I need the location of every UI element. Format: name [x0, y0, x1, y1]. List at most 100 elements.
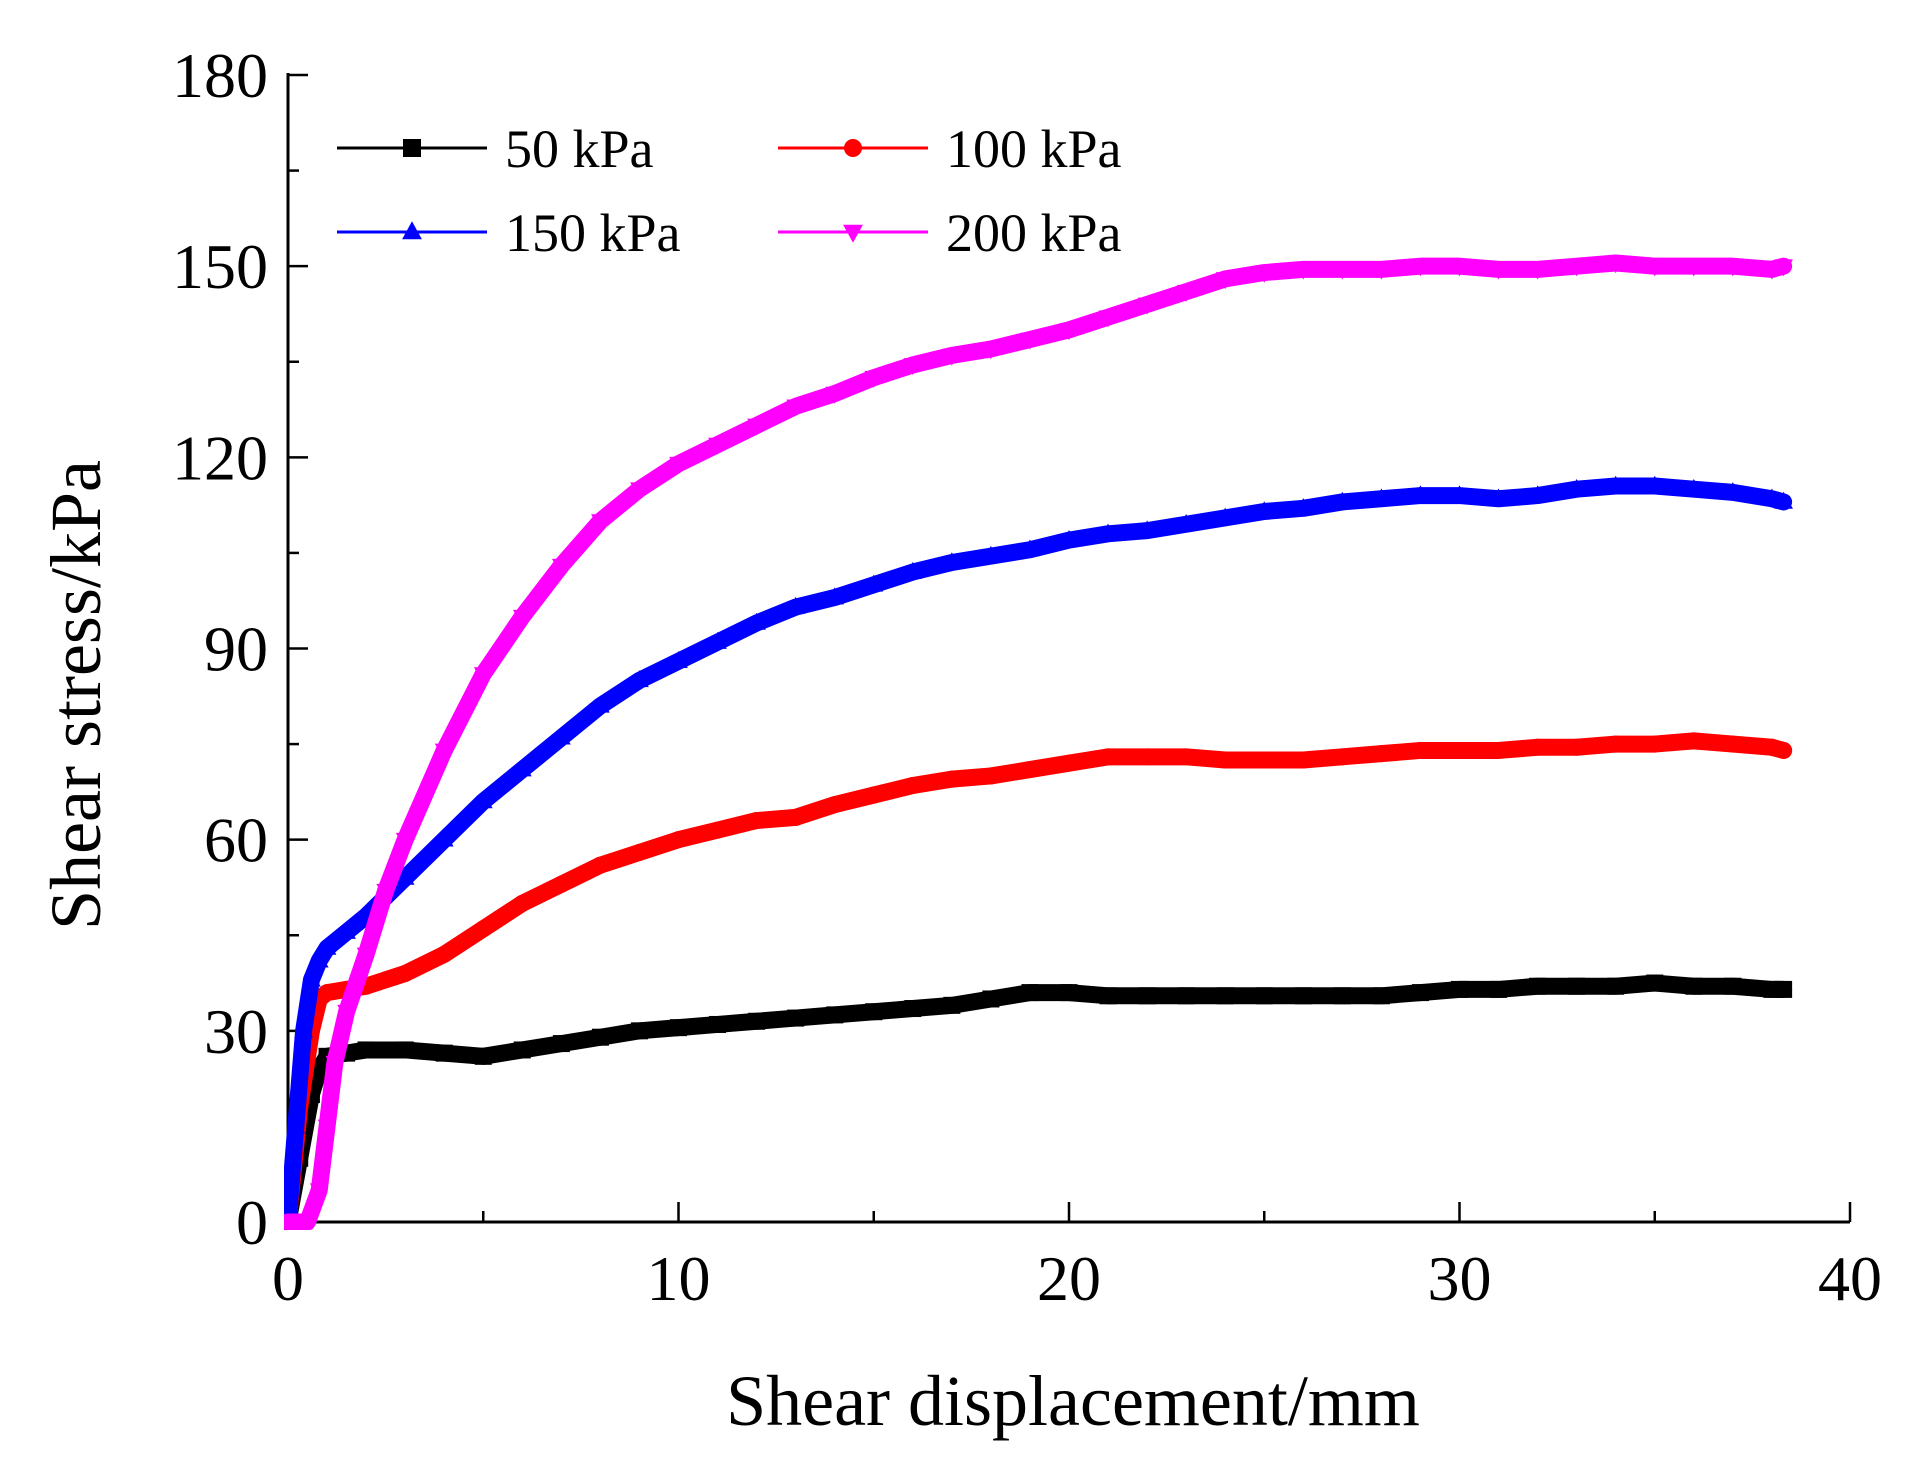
y-tick-label: 90 [204, 614, 268, 685]
data-point-150-kpa [1254, 501, 1274, 519]
data-point-50-kpa [1724, 977, 1742, 995]
data-point-50-kpa [396, 1041, 414, 1059]
data-point-150-kpa [747, 612, 766, 630]
series-line-50-kpa [284, 974, 1793, 1230]
data-point-150-kpa [473, 791, 493, 809]
legend-item-150-kpa: 150 kPa [337, 203, 681, 263]
data-point-200-kpa [1411, 259, 1430, 277]
x-tick-label: 0 [272, 1243, 304, 1314]
data-point-200-kpa [1567, 259, 1586, 277]
data-point-150-kpa [512, 759, 532, 777]
data-point-150-kpa [1411, 485, 1430, 503]
data-point-200-kpa [786, 399, 805, 417]
data-point-200-kpa [1762, 262, 1782, 280]
data-point-200-kpa [356, 947, 376, 965]
data-point-200-kpa [512, 609, 532, 627]
series-150-kpa [284, 475, 1793, 1230]
data-point-200-kpa [981, 342, 1001, 360]
data-point-100-kpa [1607, 735, 1625, 753]
data-point-50-kpa [1255, 987, 1273, 1005]
series-50-kpa [284, 974, 1793, 1230]
y-tick-label: 60 [204, 805, 268, 876]
data-point-50-kpa [748, 1012, 766, 1030]
data-point-150-kpa [1450, 485, 1469, 503]
data-point-200-kpa [1489, 262, 1508, 280]
data-point-100-kpa [318, 984, 336, 1002]
data-point-200-kpa [337, 1004, 356, 1022]
data-point-200-kpa [298, 1215, 317, 1230]
data-point-50-kpa [552, 1035, 570, 1053]
data-point-150-kpa [864, 574, 884, 592]
data-point-150-kpa [1020, 539, 1040, 557]
data-point-200-kpa [1254, 265, 1274, 283]
data-point-200-kpa [708, 437, 727, 455]
data-point-50-kpa [1685, 977, 1703, 995]
data-point-100-kpa [1333, 748, 1351, 766]
y-axis-title: Shear stress/kPa [36, 460, 116, 930]
data-point-50-kpa [865, 1003, 883, 1021]
data-point-50-kpa [435, 1044, 453, 1062]
y-tick-label: 120 [172, 422, 268, 493]
data-point-150-kpa [981, 545, 1001, 563]
data-point-50-kpa [591, 1028, 609, 1046]
data-point-150-kpa [669, 651, 688, 669]
data-point-200-kpa [1723, 259, 1743, 277]
data-point-50-kpa [904, 1000, 922, 1018]
data-point-200-kpa [591, 514, 610, 532]
data-point-150-kpa [1372, 488, 1391, 506]
data-point-150-kpa [317, 937, 337, 955]
data-point-150-kpa [1489, 488, 1508, 506]
data-point-100-kpa [1568, 738, 1586, 756]
legend-item-50-kpa: 50 kPa [337, 119, 654, 179]
data-point-50-kpa [1607, 977, 1625, 995]
data-point-200-kpa [942, 348, 962, 366]
data-point-150-kpa [1762, 488, 1782, 506]
data-point-100-kpa [904, 777, 922, 795]
data-point-50-kpa [943, 996, 961, 1014]
legend-marker [403, 139, 421, 157]
data-point-100-kpa [630, 843, 648, 861]
data-point-50-kpa [357, 1041, 375, 1059]
data-point-100-kpa [1060, 754, 1078, 772]
data-point-200-kpa [1606, 256, 1626, 274]
legend-label: 100 kPa [946, 119, 1122, 179]
x-tick-label: 10 [647, 1243, 711, 1314]
data-point-100-kpa [826, 796, 844, 814]
data-point-200-kpa [1528, 262, 1547, 280]
data-point-150-kpa [903, 561, 923, 579]
data-point-150-kpa [294, 1020, 313, 1038]
data-point-50-kpa [1099, 987, 1117, 1005]
data-point-100-kpa [552, 875, 570, 893]
data-point-50-kpa [787, 1009, 805, 1027]
data-point-100-kpa [787, 808, 805, 826]
data-point-200-kpa [1372, 262, 1391, 280]
data-point-150-kpa [1567, 478, 1586, 496]
legend-marker [843, 224, 863, 243]
data-point-200-kpa [1684, 259, 1704, 277]
data-point-100-kpa [1451, 741, 1468, 759]
data-point-50-kpa [670, 1019, 687, 1037]
data-point-200-kpa [395, 832, 415, 850]
series-200-kpa [284, 254, 1793, 1230]
data-point-200-kpa [903, 358, 923, 376]
data-point-50-kpa [1294, 987, 1312, 1005]
data-point-150-kpa [942, 552, 962, 570]
data-point-100-kpa [1529, 738, 1547, 756]
data-point-100-kpa [1411, 741, 1429, 759]
data-point-100-kpa [1775, 741, 1793, 759]
data-point-50-kpa [1568, 977, 1586, 995]
data-point-150-kpa [302, 969, 321, 987]
data-series [284, 254, 1793, 1230]
y-tick-label: 30 [204, 996, 268, 1067]
data-point-50-kpa [1411, 984, 1429, 1002]
data-point-150-kpa [309, 950, 329, 968]
data-point-100-kpa [865, 786, 883, 804]
x-tick-label: 20 [1037, 1243, 1101, 1314]
data-point-100-kpa [709, 821, 727, 839]
data-point-100-kpa [1177, 748, 1195, 766]
data-point-200-kpa [747, 418, 766, 436]
data-point-50-kpa [826, 1006, 844, 1024]
data-point-150-kpa [630, 670, 649, 688]
legend-label: 50 kPa [505, 119, 654, 179]
data-point-100-kpa [1646, 735, 1664, 753]
